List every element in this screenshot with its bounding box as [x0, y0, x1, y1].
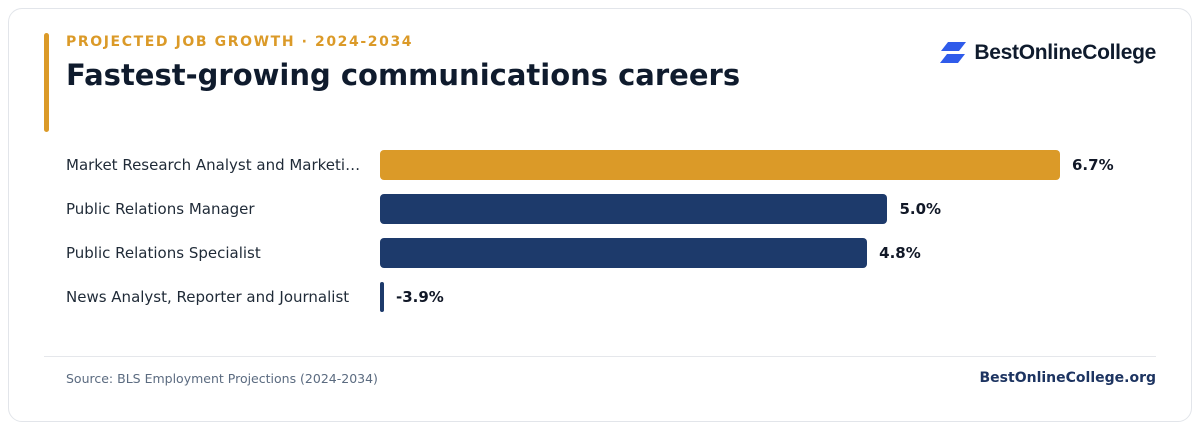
bar[interactable] — [380, 238, 868, 268]
chart-title: Fastest-growing communications careers — [66, 58, 741, 92]
category-label: Public Relations Manager — [66, 200, 255, 218]
bar[interactable] — [380, 194, 888, 224]
chart-eyebrow: PROJECTED JOB GROWTH · 2024-2034 — [66, 34, 414, 50]
category-label: Public Relations Specialist — [66, 244, 261, 262]
bar[interactable] — [380, 150, 1060, 180]
bar-chart: Market Research Analyst and Marketi… 6.7%… — [0, 140, 1200, 320]
bar-value-label: 6.7% — [1072, 156, 1114, 174]
footer-divider — [44, 356, 1156, 357]
bar-value-label: -3.9% — [396, 288, 444, 306]
footer-site-link[interactable]: BestOnlineCollege.org — [979, 370, 1156, 386]
brand-name: BestOnlineCollege — [974, 41, 1156, 64]
bar-value-label: 4.8% — [879, 244, 921, 262]
bar[interactable] — [380, 282, 384, 312]
brand-logo-icon — [940, 42, 967, 63]
brand-logo[interactable]: BestOnlineCollege — [940, 40, 1156, 66]
source-note: Source: BLS Employment Projections (2024… — [66, 371, 378, 386]
category-label: Market Research Analyst and Marketi… — [66, 156, 361, 174]
bar-value-label: 5.0% — [899, 200, 942, 218]
category-label: News Analyst, Reporter and Journalist — [66, 288, 350, 306]
header-accent-bar — [44, 33, 49, 132]
